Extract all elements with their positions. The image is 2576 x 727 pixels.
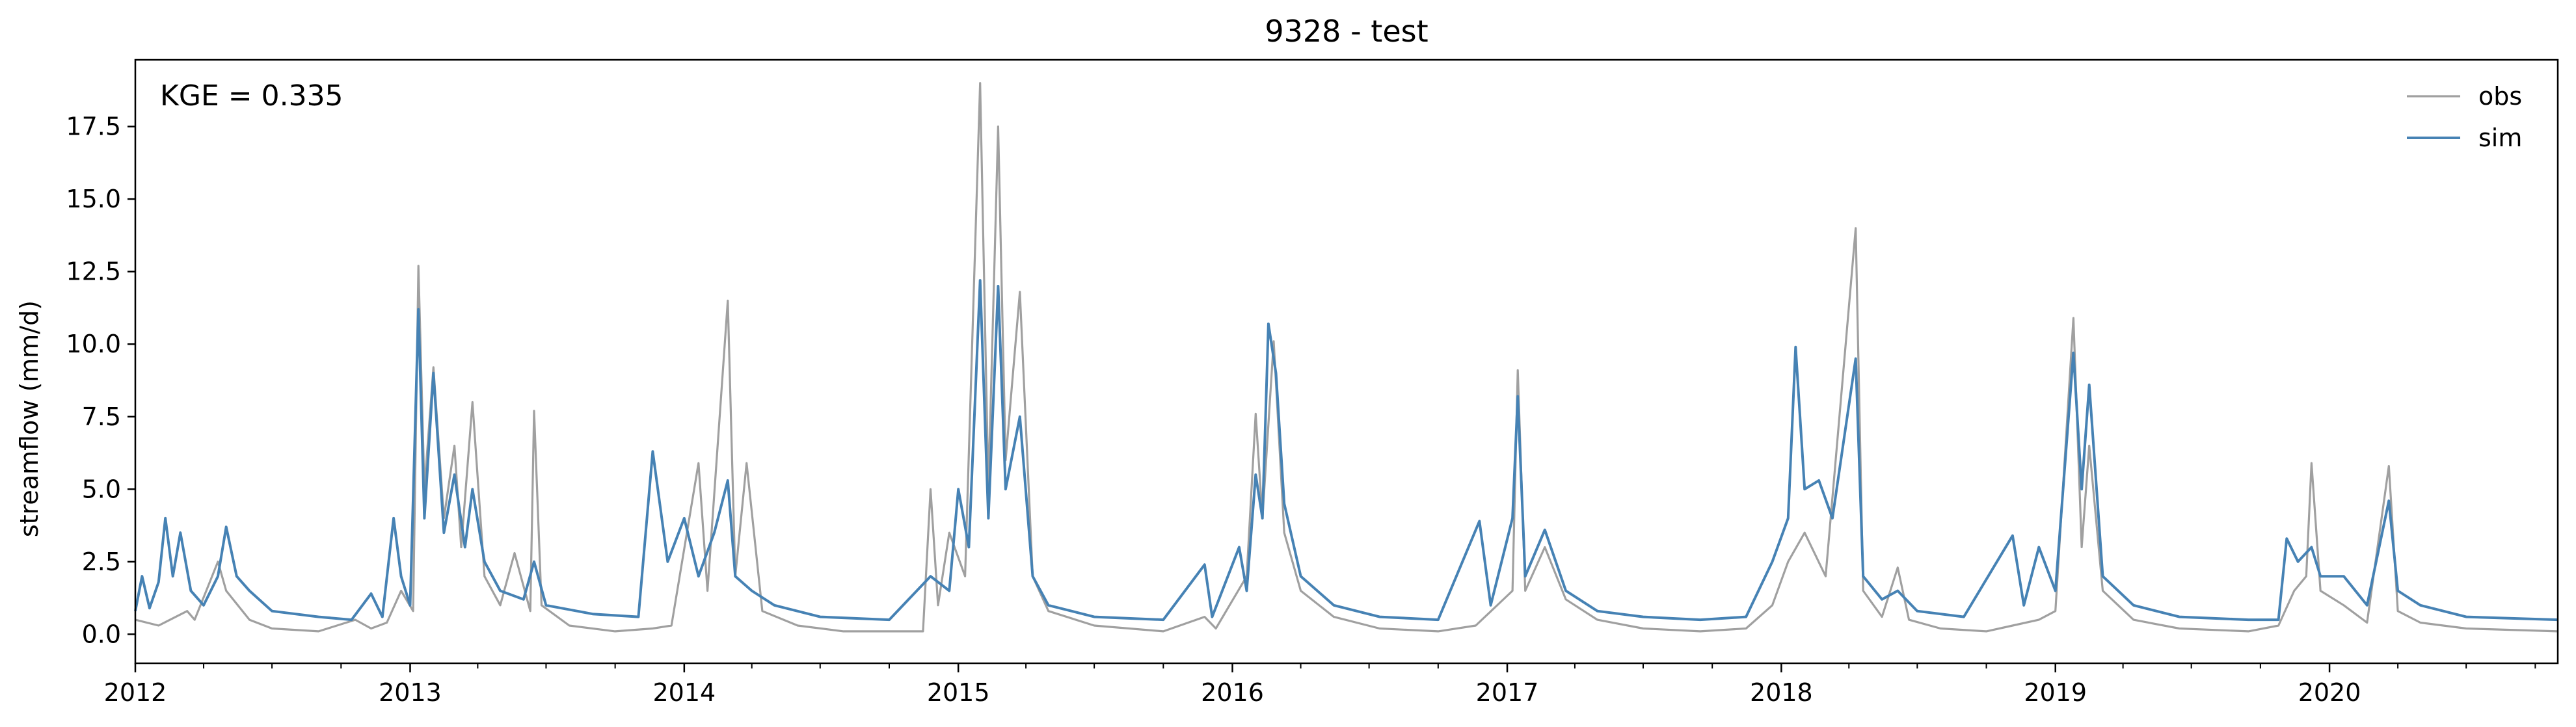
x-tick-label: 2018 (1750, 678, 1813, 707)
y-tick-label: 2.5 (82, 548, 121, 576)
x-tick-label: 2015 (927, 678, 990, 707)
legend-label-obs: obs (2478, 82, 2522, 111)
kge-annotation: KGE = 0.335 (160, 79, 343, 112)
legend: obs sim (2407, 82, 2522, 152)
x-tick-label: 2017 (1476, 678, 1539, 707)
x-tick-label: 2016 (1201, 678, 1264, 707)
y-tick-label: 0.0 (82, 620, 121, 648)
series-line-sim (134, 279, 2558, 622)
y-axis-label: streamflow (mm/d) (15, 300, 44, 537)
chart-title: 9328 - test (1265, 14, 1428, 49)
y-tick-label: 7.5 (82, 403, 121, 431)
y-tick-label: 5.0 (82, 475, 121, 503)
x-tick-label: 2020 (2298, 678, 2361, 707)
series-line-obs (135, 82, 2558, 633)
x-tick-label: 2014 (652, 678, 716, 707)
plot-area: 0.0 2.5 5.0 7.5 10.0 12.5 15.0 17.5 2012 2013 2014… (66, 59, 2559, 707)
plot-frame (134, 59, 2559, 665)
x-tick-label: 2019 (2024, 678, 2087, 707)
x-tick-label: 2013 (379, 678, 442, 707)
y-tick-label: 15.0 (66, 185, 121, 213)
y-tick-label: 10.0 (66, 330, 121, 358)
y-tick-label: 12.5 (66, 258, 121, 286)
y-tick-label: 17.5 (66, 112, 121, 141)
x-tick-label: 2012 (104, 678, 167, 707)
legend-label-sim: sim (2478, 124, 2522, 152)
